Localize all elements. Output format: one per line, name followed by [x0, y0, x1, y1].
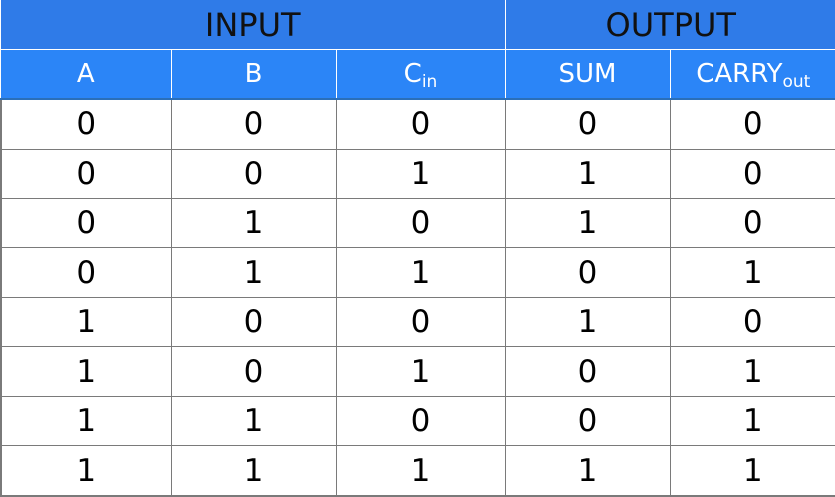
group-header-row: INPUT OUTPUT: [1, 0, 835, 50]
cell-sum: 0: [504, 247, 671, 298]
cell-sum: 1: [504, 296, 671, 348]
table-row: 0 1 1 0 1: [0, 247, 835, 298]
cell-b: 1: [170, 197, 337, 249]
cell-cin: 1: [335, 445, 506, 497]
cell-a: 1: [0, 296, 172, 348]
cell-b: 1: [170, 395, 337, 447]
cell-b: 1: [170, 247, 337, 298]
cell-carry: 0: [669, 148, 835, 199]
cell-cin: 1: [335, 247, 506, 298]
column-header-cin: Cin: [335, 49, 506, 100]
column-header-row: A B Cin SUM CARRYout: [1, 49, 835, 100]
cell-a: 1: [0, 445, 172, 497]
cell-b: 0: [170, 346, 337, 397]
cell-cin: 0: [335, 197, 506, 249]
cell-cin: 1: [335, 346, 506, 397]
cell-sum: 0: [504, 346, 671, 397]
column-header-carry-sub: out: [782, 72, 811, 92]
column-header-carry-main: CARRY: [696, 59, 783, 89]
table-row: 0 1 0 1 0: [0, 197, 835, 249]
cell-carry: 1: [669, 395, 835, 447]
cell-carry: 0: [669, 296, 835, 348]
cell-b: 0: [170, 148, 337, 199]
cell-a: 0: [0, 98, 172, 150]
cell-sum: 0: [504, 98, 671, 150]
table-row: 1 1 0 0 1: [0, 395, 835, 447]
cell-cin: 0: [335, 296, 506, 348]
column-header-cin-sub: in: [421, 72, 438, 92]
table-row: 1 1 1 1 1: [0, 445, 835, 497]
cell-carry: 1: [669, 247, 835, 298]
cell-carry: 0: [669, 197, 835, 249]
input-group-header: INPUT: [1, 0, 506, 50]
column-header-cin-main: C: [403, 59, 422, 89]
column-header-sum: SUM: [504, 49, 671, 100]
cell-sum: 1: [504, 445, 671, 497]
column-header-b: B: [170, 49, 337, 100]
cell-sum: 1: [504, 148, 671, 199]
cell-cin: 0: [335, 395, 506, 447]
cell-b: 0: [170, 98, 337, 150]
cell-carry: 1: [669, 346, 835, 397]
cell-a: 0: [0, 148, 172, 199]
table-row: 1 0 0 1 0: [0, 296, 835, 348]
cell-b: 1: [170, 445, 337, 497]
table-row: 1 0 1 0 1: [0, 346, 835, 397]
cell-a: 1: [0, 346, 172, 397]
cell-carry: 0: [669, 98, 835, 150]
column-header-a: A: [1, 49, 172, 100]
column-header-carry: CARRYout: [669, 49, 835, 100]
cell-cin: 1: [335, 148, 506, 199]
cell-sum: 1: [504, 197, 671, 249]
cell-b: 0: [170, 296, 337, 348]
cell-a: 0: [0, 197, 172, 249]
table-row: 0 0 0 0 0: [0, 98, 835, 150]
cell-cin: 0: [335, 98, 506, 150]
cell-sum: 0: [504, 395, 671, 447]
cell-a: 1: [0, 395, 172, 447]
cell-carry: 1: [669, 445, 835, 497]
cell-a: 0: [0, 247, 172, 298]
table-row: 0 0 1 1 0: [0, 148, 835, 199]
output-group-header: OUTPUT: [504, 0, 835, 50]
